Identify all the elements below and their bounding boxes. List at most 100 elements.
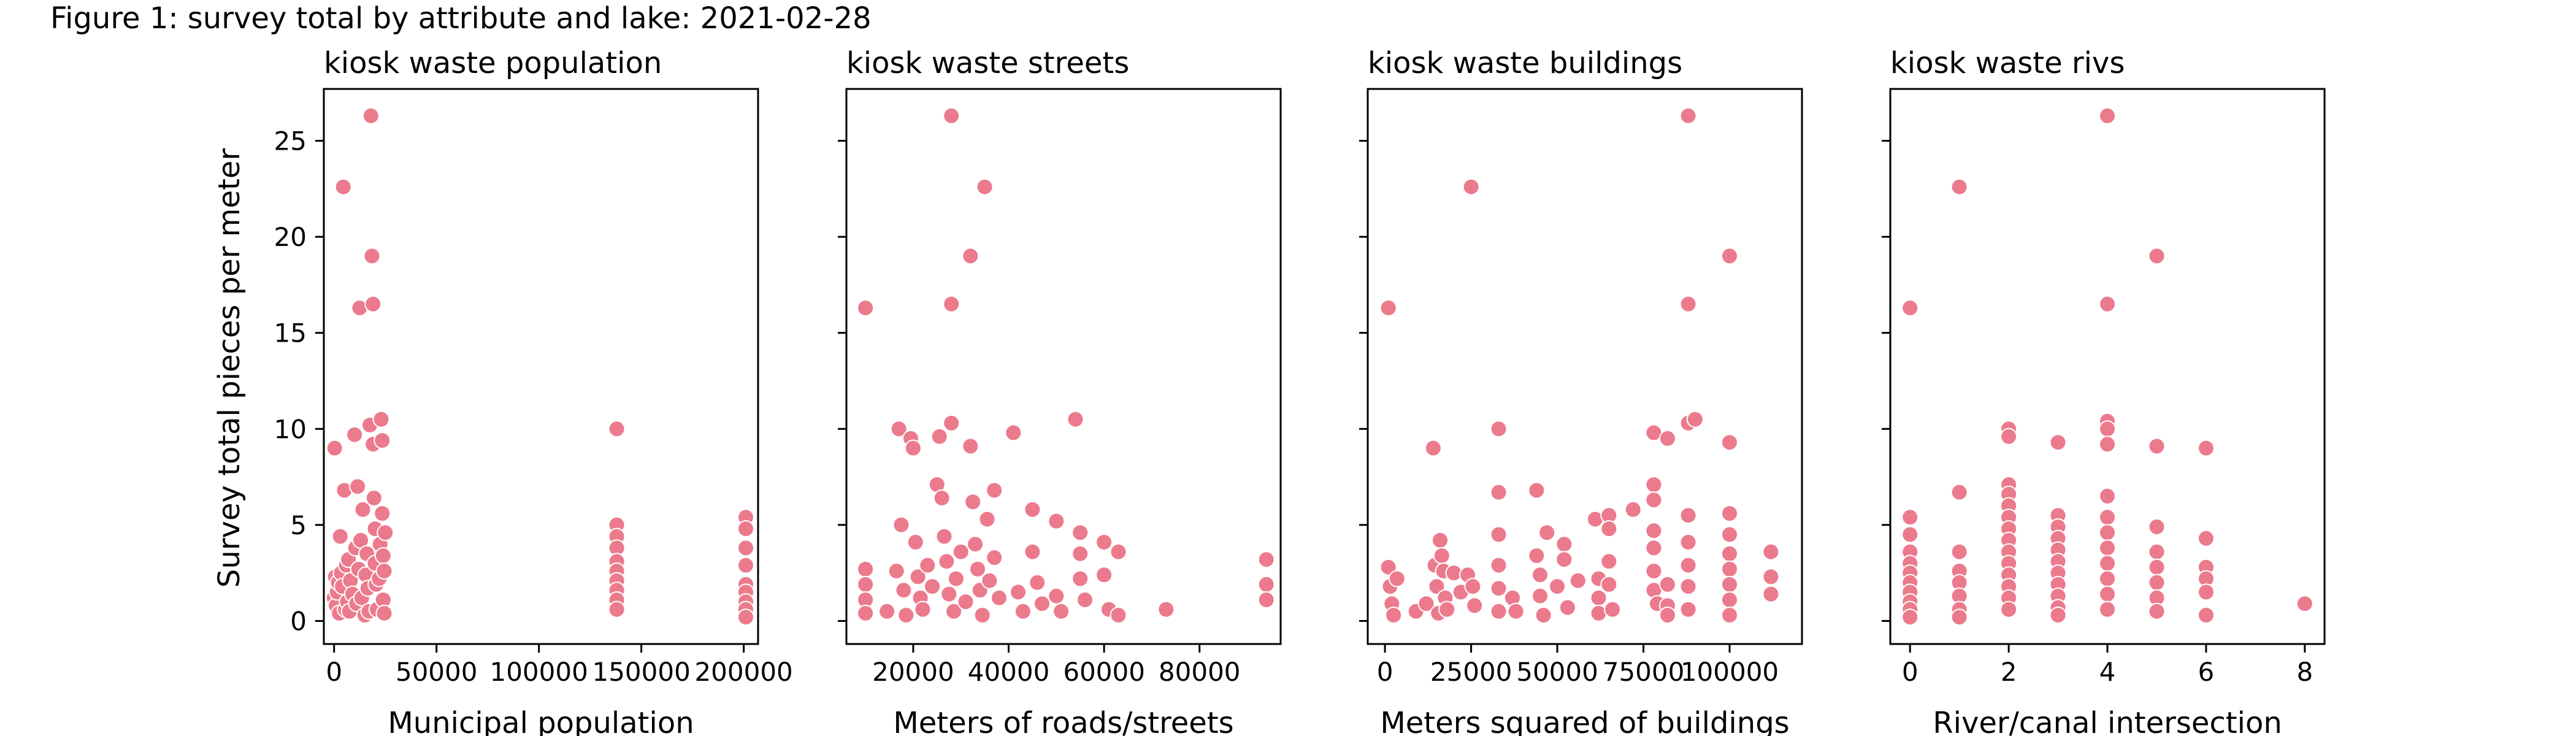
data-point	[976, 178, 994, 196]
x-tick-label: 40000	[968, 657, 1050, 687]
data-point	[1110, 607, 1127, 624]
data-point	[1490, 526, 1508, 543]
data-point	[374, 505, 391, 523]
data-point	[895, 581, 913, 599]
data-point	[947, 570, 965, 588]
data-point	[1379, 558, 1397, 576]
data-point	[943, 295, 960, 313]
x-axis-label: Municipal population	[388, 706, 694, 736]
data-point	[1679, 507, 1697, 524]
data-point	[365, 489, 383, 507]
data-point	[1466, 597, 1484, 615]
subplot-3: kiosk waste buildings 0 25000 50000 75000100…	[1359, 46, 1803, 736]
data-point	[1658, 429, 1676, 447]
data-point	[2049, 607, 2067, 624]
data-point	[737, 556, 754, 574]
data-point	[943, 107, 960, 125]
data-point	[2099, 554, 2116, 572]
data-point	[2099, 508, 2116, 526]
data-point	[938, 553, 956, 570]
data-point	[978, 510, 996, 528]
data-point	[1658, 607, 1676, 624]
data-point	[1257, 591, 1275, 608]
data-point	[1490, 420, 1508, 438]
data-point	[1052, 602, 1070, 620]
data-point	[372, 410, 390, 428]
data-point	[962, 437, 979, 455]
data-point	[2000, 600, 2018, 618]
data-point	[2099, 487, 2116, 505]
data-point	[1490, 483, 1508, 501]
x-tick-label: 50000	[396, 657, 478, 687]
data-point	[2148, 437, 2166, 455]
data-point	[2099, 295, 2116, 313]
x-tick-label: 50000	[1516, 657, 1598, 687]
x-axis-label: Meters squared of buildings	[1380, 706, 1789, 736]
data-point	[1555, 535, 1573, 553]
data-point	[1558, 599, 1576, 616]
data-point	[1528, 547, 1546, 564]
data-point	[952, 543, 970, 561]
data-point	[940, 585, 958, 603]
data-point	[924, 578, 941, 596]
data-point	[374, 547, 392, 564]
data-point	[1721, 434, 1738, 451]
data-point	[1507, 602, 1525, 620]
data-point	[1538, 524, 1556, 542]
data-point	[1645, 539, 1663, 557]
data-point	[1029, 573, 1046, 591]
data-point	[1528, 481, 1546, 499]
data-point	[857, 575, 875, 593]
data-point	[2099, 435, 2116, 453]
plot-frame	[1367, 88, 1803, 645]
data-point	[1600, 520, 1618, 538]
y-tick-label: 15	[274, 318, 307, 348]
data-point	[2099, 107, 2116, 125]
y-tick-label: 10	[274, 414, 307, 444]
data-point	[1600, 553, 1618, 570]
scatter-points	[857, 107, 1275, 624]
data-point	[2197, 583, 2215, 601]
data-point	[1157, 600, 1175, 618]
x-tick-label: 25000	[1430, 657, 1512, 687]
data-point	[1464, 578, 1482, 596]
data-point	[2099, 600, 2116, 618]
data-point	[1005, 424, 1022, 442]
data-point	[1555, 551, 1573, 569]
data-point	[878, 602, 896, 620]
x-tick-label: 150000	[592, 657, 690, 687]
data-point	[1590, 589, 1608, 607]
data-point	[1950, 543, 1968, 561]
data-point	[1010, 583, 1027, 601]
data-point	[2148, 558, 2166, 576]
data-point	[1424, 439, 1442, 457]
x-tick-label: 0	[1377, 657, 1393, 687]
data-point	[857, 560, 875, 578]
data-point	[1721, 607, 1738, 624]
data-point	[2099, 420, 2116, 438]
data-point	[1721, 526, 1738, 543]
data-point	[919, 556, 937, 574]
data-point	[1679, 600, 1697, 618]
data-point	[914, 600, 932, 618]
data-point	[1679, 534, 1697, 551]
data-point	[2148, 602, 2166, 620]
data-point	[1658, 575, 1676, 593]
data-point	[1462, 178, 1480, 196]
data-point	[986, 549, 1003, 567]
data-point	[892, 516, 910, 534]
subplot-title: kiosk waste population	[324, 46, 662, 80]
data-point	[326, 439, 343, 457]
data-point	[2049, 434, 2067, 451]
data-point	[1721, 591, 1738, 608]
data-point	[2148, 573, 2166, 591]
subplot-1: kiosk waste population 0 5 10 15 20 25 0 50000 10…	[274, 46, 793, 736]
data-point	[933, 489, 951, 507]
data-point	[1257, 551, 1275, 569]
data-point	[857, 604, 875, 622]
data-point	[1901, 299, 1919, 316]
data-point	[362, 107, 380, 125]
data-point	[2000, 427, 2018, 445]
data-point	[1067, 410, 1084, 428]
